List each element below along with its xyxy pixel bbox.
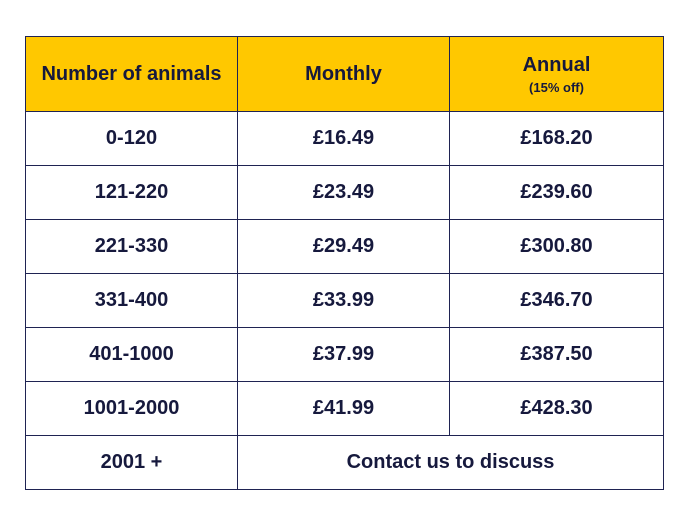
header-annual: Annual (15% off)	[449, 36, 664, 112]
monthly-price-cell: £23.49	[237, 165, 450, 220]
table-row: 1001-2000 £41.99 £428.30	[25, 381, 664, 436]
annual-price-cell: £346.70	[449, 273, 664, 328]
monthly-price-cell: £37.99	[237, 327, 450, 382]
contact-us-cell: Contact us to discuss	[237, 435, 664, 490]
monthly-price-cell: £33.99	[237, 273, 450, 328]
annual-price-cell: £239.60	[449, 165, 664, 220]
monthly-price-cell: £16.49	[237, 111, 450, 166]
animals-range-cell: 1001-2000	[25, 381, 238, 436]
header-row: Number of animals Monthly Annual (15% of…	[25, 36, 664, 112]
table-row-contact: 2001 + Contact us to discuss	[25, 435, 664, 490]
animals-range-cell: 121-220	[25, 165, 238, 220]
animals-range-cell: 2001 +	[25, 435, 238, 490]
animals-range-cell: 401-1000	[25, 327, 238, 382]
annual-price-cell: £300.80	[449, 219, 664, 274]
monthly-price-cell: £41.99	[237, 381, 450, 436]
header-annual-discount: (15% off)	[529, 79, 584, 95]
table-row: 331-400 £33.99 £346.70	[25, 273, 664, 328]
monthly-price-cell: £29.49	[237, 219, 450, 274]
header-number-of-animals: Number of animals	[25, 36, 238, 112]
annual-price-cell: £428.30	[449, 381, 664, 436]
header-monthly: Monthly	[237, 36, 450, 112]
table-row: 221-330 £29.49 £300.80	[25, 219, 664, 274]
table-row: 401-1000 £37.99 £387.50	[25, 327, 664, 382]
annual-price-cell: £387.50	[449, 327, 664, 382]
pricing-table: Number of animals Monthly Annual (15% of…	[25, 36, 664, 490]
annual-price-cell: £168.20	[449, 111, 664, 166]
table-row: 0-120 £16.49 £168.20	[25, 111, 664, 166]
table-row: 121-220 £23.49 £239.60	[25, 165, 664, 220]
animals-range-cell: 221-330	[25, 219, 238, 274]
animals-range-cell: 331-400	[25, 273, 238, 328]
animals-range-cell: 0-120	[25, 111, 238, 166]
header-annual-label: Annual	[522, 53, 591, 76]
